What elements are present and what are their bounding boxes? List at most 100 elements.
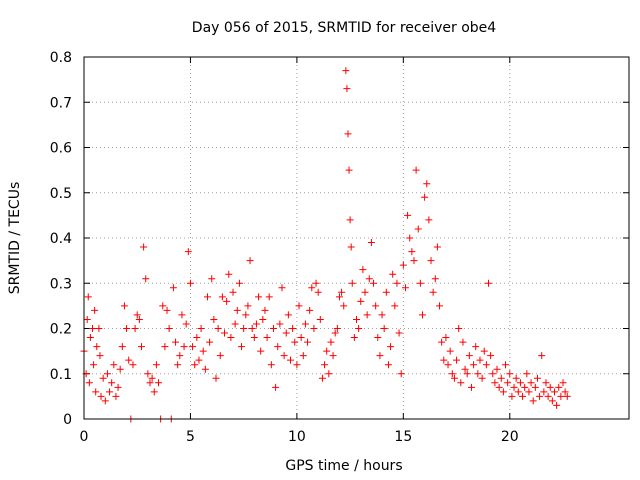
y-tick-label: 0: [63, 412, 72, 428]
data-point: [399, 261, 407, 269]
data-point: [359, 266, 367, 274]
data-point: [499, 388, 507, 396]
data-point: [86, 334, 94, 342]
data-point: [267, 361, 275, 369]
data-point: [197, 325, 205, 332]
data-point: [440, 356, 448, 364]
plot-frame: [83, 56, 630, 420]
data-point: [355, 325, 363, 332]
data-point: [89, 325, 97, 332]
data-point: [103, 370, 111, 378]
data-point: [370, 279, 378, 287]
data-point: [189, 343, 197, 351]
data-point: [227, 334, 235, 342]
data-point: [361, 288, 369, 296]
data-point: [272, 383, 280, 391]
data-point: [489, 370, 497, 378]
data-point: [389, 270, 397, 278]
data-point: [557, 392, 565, 400]
x-tick-label: 0: [80, 429, 89, 445]
data-point: [450, 374, 458, 382]
data-point: [380, 325, 388, 332]
data-point: [106, 388, 114, 396]
data-point: [382, 288, 390, 296]
data-point: [116, 365, 124, 373]
data-point: [85, 379, 93, 387]
data-point: [301, 320, 309, 328]
data-point: [323, 347, 331, 355]
data-point: [304, 338, 312, 346]
data-point: [110, 361, 118, 369]
data-point: [376, 352, 384, 360]
data-point: [174, 361, 182, 369]
data-point: [233, 306, 241, 314]
data-point: [418, 311, 426, 319]
data-point: [269, 325, 277, 332]
data-point: [263, 334, 271, 342]
data-point: [478, 374, 486, 382]
data-point: [433, 243, 441, 251]
y-tick-label: 0.6: [50, 141, 72, 157]
data-point: [444, 361, 452, 369]
data-point: [261, 306, 269, 314]
x-tick-label: 20: [501, 429, 519, 445]
data-point: [133, 311, 141, 319]
data-point: [508, 392, 516, 400]
data-point: [252, 320, 260, 328]
data-point: [540, 388, 548, 396]
data-point: [493, 365, 501, 373]
grid: [84, 57, 629, 419]
data-point: [148, 374, 156, 382]
data-point: [536, 392, 544, 400]
data-point: [144, 370, 152, 378]
data-point: [169, 284, 177, 292]
data-point: [93, 343, 101, 351]
x-tick-label: 5: [186, 429, 195, 445]
data-point: [329, 352, 337, 360]
data-point: [429, 288, 437, 296]
data-point: [550, 388, 558, 396]
data-point: [123, 325, 131, 332]
data-point: [472, 343, 480, 351]
data-point: [242, 311, 250, 319]
data-point: [404, 211, 412, 219]
data-point: [340, 302, 348, 310]
data-point: [203, 293, 211, 301]
data-point: [408, 248, 416, 256]
data-point: [96, 352, 104, 360]
data-point: [231, 320, 239, 328]
data-point: [459, 338, 467, 346]
y-tick-label: 0.3: [50, 276, 72, 292]
data-point: [372, 302, 380, 310]
x-tick-label: 10: [288, 429, 306, 445]
data-point: [442, 334, 450, 342]
data-point: [516, 379, 524, 387]
data-point: [461, 365, 469, 373]
data-point: [421, 193, 429, 201]
y-axis-label: SRMTID / TECUs: [7, 182, 23, 295]
data-point: [561, 388, 569, 396]
data-point: [470, 361, 478, 369]
y-tick-label: 0.1: [50, 367, 72, 383]
data-point: [282, 329, 290, 337]
data-point: [321, 361, 329, 369]
data-point: [308, 284, 316, 292]
x-tick-label: 15: [394, 429, 412, 445]
data-point: [378, 311, 386, 319]
data-point: [182, 320, 190, 328]
data-point: [457, 379, 465, 387]
data-point: [367, 239, 375, 247]
data-point: [431, 275, 439, 283]
data-point: [474, 370, 482, 378]
data-point: [289, 325, 297, 332]
data-point: [314, 288, 322, 296]
axis-ticks: 0 5 10 15 20 0 0.1 0.2 0.3 0.4 0.5 0.6 0.7 0.8: [50, 50, 629, 445]
data-point: [112, 392, 120, 400]
data-point: [343, 85, 351, 93]
data-point: [350, 334, 358, 342]
data-point: [180, 343, 188, 351]
data-point: [525, 388, 533, 396]
data-point: [131, 325, 139, 332]
data-point: [223, 297, 231, 305]
